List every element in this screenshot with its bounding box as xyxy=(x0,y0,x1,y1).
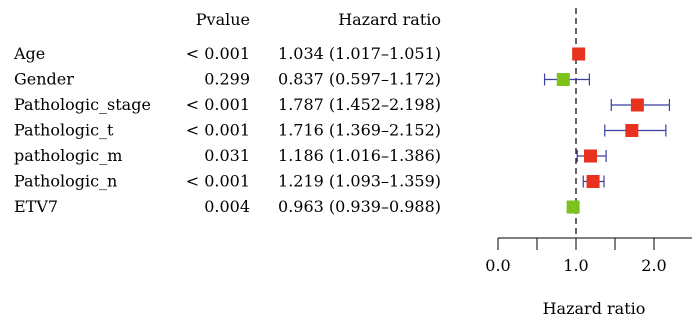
hazard-ratio-marker xyxy=(572,47,586,61)
table-row: Pathologic_stage < 0.001 1.787 (1.452–2.19… xyxy=(14,95,441,114)
table-row: ETV7 0.004 0.963 (0.939–0.988) xyxy=(14,197,441,216)
row-pvalue: < 0.001 xyxy=(186,44,250,63)
row-pvalue: < 0.001 xyxy=(186,172,250,191)
x-tick-label: 1.0 xyxy=(563,256,588,275)
hazard-ratio-marker xyxy=(625,124,639,137)
row-variable-label: Gender xyxy=(14,70,74,89)
hazard-ratio-column-header: Hazard ratio xyxy=(338,10,441,29)
table-row: Gender 0.299 0.837 (0.597–1.172) xyxy=(14,70,441,89)
row-hazard-ratio: 1.186 (1.016–1.386) xyxy=(278,146,441,165)
row-hazard-ratio: 1.034 (1.017–1.051) xyxy=(278,44,441,63)
hazard-ratio-marker xyxy=(586,175,600,188)
row-hazard-ratio: 1.787 (1.452–2.198) xyxy=(278,95,441,114)
table-rows: Age < 0.001 1.034 (1.017–1.051) Gender 0.299… xyxy=(13,44,441,216)
row-variable-label: Age xyxy=(13,44,45,63)
row-pvalue: < 0.001 xyxy=(186,121,250,140)
row-pvalue: < 0.001 xyxy=(186,95,250,114)
table-row: Pathologic_n < 0.001 1.219 (1.093–1.359) xyxy=(14,172,441,191)
row-hazard-ratio: 0.963 (0.939–0.988) xyxy=(278,197,441,216)
x-tick-label: 0.0 xyxy=(485,256,510,275)
row-pvalue: 0.004 xyxy=(204,197,250,216)
row-variable-label: pathologic_m xyxy=(14,146,122,165)
table-row: Age < 0.001 1.034 (1.017–1.051) xyxy=(13,44,441,63)
hazard-ratio-marker xyxy=(584,149,598,163)
table-row: pathologic_m 0.031 1.186 (1.016–1.386) xyxy=(14,146,441,165)
row-variable-label: Pathologic_n xyxy=(14,172,117,191)
pvalue-column-header: Pvalue xyxy=(196,10,250,29)
hazard-ratio-marker xyxy=(630,98,644,112)
x-tick-label: 2.0 xyxy=(641,256,666,275)
row-variable-label: Pathologic_t xyxy=(14,121,114,140)
row-hazard-ratio: 0.837 (0.597–1.172) xyxy=(278,70,441,89)
row-hazard-ratio: 1.219 (1.093–1.359) xyxy=(278,172,441,191)
plot-area: 0.0 1.0 2.0 xyxy=(485,8,692,275)
table-row: Pathologic_t < 0.001 1.716 (1.369–2.152) xyxy=(14,121,441,140)
x-axis-label: Hazard ratio xyxy=(543,299,646,318)
row-pvalue: 0.031 xyxy=(204,146,250,165)
row-pvalue: 0.299 xyxy=(204,70,250,89)
hazard-ratio-marker xyxy=(566,200,580,214)
hazard-ratio-marker xyxy=(556,73,570,86)
row-variable-label: Pathologic_stage xyxy=(14,95,151,114)
row-variable-label: ETV7 xyxy=(14,197,58,216)
row-hazard-ratio: 1.716 (1.369–2.152) xyxy=(278,121,441,140)
